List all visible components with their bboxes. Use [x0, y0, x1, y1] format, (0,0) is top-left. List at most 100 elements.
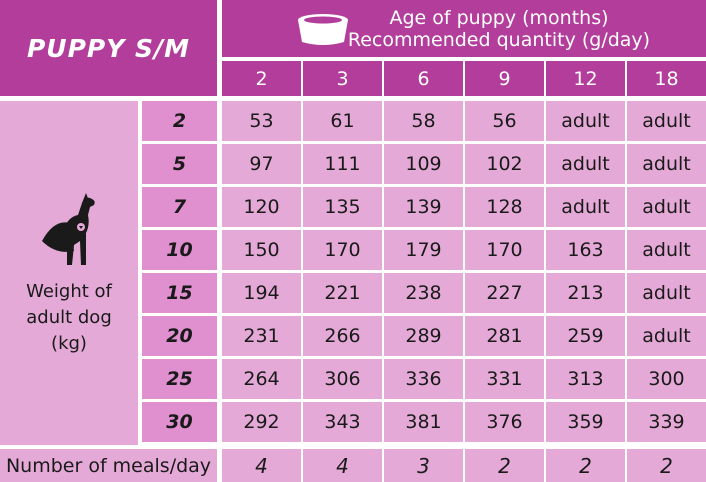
- table-cell: 111: [303, 144, 382, 184]
- meals-cell-5: 2: [627, 449, 706, 482]
- age-header-3-text: 9: [498, 67, 511, 90]
- weight-row-label: 30: [142, 402, 217, 442]
- table-cell-text: 381: [405, 411, 442, 433]
- meals-cell-4: 2: [546, 449, 625, 482]
- weight-label-line-2: adult dog: [26, 307, 112, 328]
- meals-cell-0-text: 4: [255, 453, 268, 478]
- table-cell-text: 336: [405, 368, 442, 390]
- table-cell: 376: [465, 402, 544, 442]
- meals-cell-3: 2: [465, 449, 544, 482]
- table-cell: 306: [303, 359, 382, 399]
- age-header-4: 12: [546, 61, 625, 96]
- table-cell: 135: [303, 187, 382, 227]
- quantity-label: Recommended quantity (g/day): [347, 28, 651, 51]
- table-cell-text: 231: [243, 325, 280, 347]
- table-cell: 300: [627, 359, 706, 399]
- age-header-2-text: 6: [417, 67, 430, 90]
- table-cell: 53: [222, 101, 301, 141]
- meals-cell-3-text: 2: [498, 453, 511, 478]
- table-cell: 128: [465, 187, 544, 227]
- table-cell-text: 194: [243, 282, 280, 304]
- table-cell: 227: [465, 273, 544, 313]
- table-cell-text: 128: [486, 196, 523, 218]
- table-cell: 170: [465, 230, 544, 270]
- table-cell-text: adult: [642, 239, 691, 261]
- table-cell-text: 306: [324, 368, 361, 390]
- superhero-dog-icon: [42, 193, 95, 265]
- table-cell: 264: [222, 359, 301, 399]
- table-cell: 359: [546, 402, 625, 442]
- table-cell: 259: [546, 316, 625, 356]
- table-cell: adult: [627, 101, 706, 141]
- age-header-4-text: 12: [573, 67, 598, 90]
- meals-cell-4-text: 2: [579, 453, 592, 478]
- meals-cell-1-text: 4: [336, 453, 349, 478]
- weight-row-label-text: 2: [172, 110, 187, 132]
- age-label: Age of puppy (months): [389, 6, 609, 29]
- weight-row-label-text: 5: [172, 153, 187, 175]
- table-cell: 289: [384, 316, 463, 356]
- table-cell-text: 259: [567, 325, 604, 347]
- weight-row-label: 7: [142, 187, 217, 227]
- table-cell-text: 213: [567, 282, 604, 304]
- weight-row-label-text: 30: [166, 411, 193, 433]
- table-cell: 313: [546, 359, 625, 399]
- table-cell-text: 376: [486, 411, 523, 433]
- title-text: PUPPY S/M: [26, 33, 191, 63]
- age-header-1-text: 3: [336, 67, 349, 90]
- table-cell: 102: [465, 144, 544, 184]
- table-cell-text: 53: [249, 110, 274, 132]
- table-cell-text: 266: [324, 325, 361, 347]
- table-cell-text: adult: [642, 282, 691, 304]
- table-cell: adult: [627, 230, 706, 270]
- table-cell-text: 359: [567, 411, 604, 433]
- table-cell-text: adult: [642, 153, 691, 175]
- table-cell: adult: [627, 273, 706, 313]
- table-cell-text: 264: [243, 368, 280, 390]
- table-cell: 339: [627, 402, 706, 442]
- weight-axis-label: Weight of adult dog (kg): [0, 101, 138, 445]
- weight-row-label-text: 15: [166, 282, 193, 304]
- age-header-5-text: 18: [654, 67, 679, 90]
- table-cell: adult: [627, 187, 706, 227]
- table-cell: 150: [222, 230, 301, 270]
- column-group-header: Age of puppy (months) Recommended quanti…: [222, 0, 706, 57]
- table-cell-text: 102: [486, 153, 523, 175]
- weight-row-label-text: 20: [166, 325, 193, 347]
- weight-row-label: 10: [142, 230, 217, 270]
- table-cell-text: 120: [243, 196, 280, 218]
- table-cell: 139: [384, 187, 463, 227]
- age-header-3: 9: [465, 61, 544, 96]
- table-cell-text: 56: [492, 110, 517, 132]
- table-cell-text: 343: [324, 411, 361, 433]
- age-header-2: 6: [384, 61, 463, 96]
- age-header-0: 2: [222, 61, 301, 96]
- table-cell: 163: [546, 230, 625, 270]
- table-cell: adult: [546, 144, 625, 184]
- table-cell: 58: [384, 101, 463, 141]
- table-cell-text: 313: [567, 368, 604, 390]
- table-cell-text: 170: [324, 239, 361, 261]
- table-cell: 231: [222, 316, 301, 356]
- table-cell-text: 300: [648, 368, 685, 390]
- meals-cell-0: 4: [222, 449, 301, 482]
- weight-label-line-1: Weight of: [26, 281, 112, 302]
- table-cell: 170: [303, 230, 382, 270]
- food-bowl-icon: [298, 14, 348, 45]
- table-cell: 61: [303, 101, 382, 141]
- table-cell: 56: [465, 101, 544, 141]
- table-cell: 97: [222, 144, 301, 184]
- weight-row-label: 20: [142, 316, 217, 356]
- table-cell-text: adult: [642, 325, 691, 347]
- age-header-1: 3: [303, 61, 382, 96]
- weight-row-label-text: 7: [172, 196, 187, 218]
- table-cell: 221: [303, 273, 382, 313]
- table-cell-text: adult: [561, 110, 610, 132]
- table-cell-text: 58: [411, 110, 436, 132]
- table-cell: 331: [465, 359, 544, 399]
- weight-row-label-text: 25: [166, 368, 193, 390]
- age-header-0-text: 2: [255, 67, 268, 90]
- table-cell: 266: [303, 316, 382, 356]
- table-cell-text: 179: [405, 239, 442, 261]
- table-cell-text: 227: [486, 282, 523, 304]
